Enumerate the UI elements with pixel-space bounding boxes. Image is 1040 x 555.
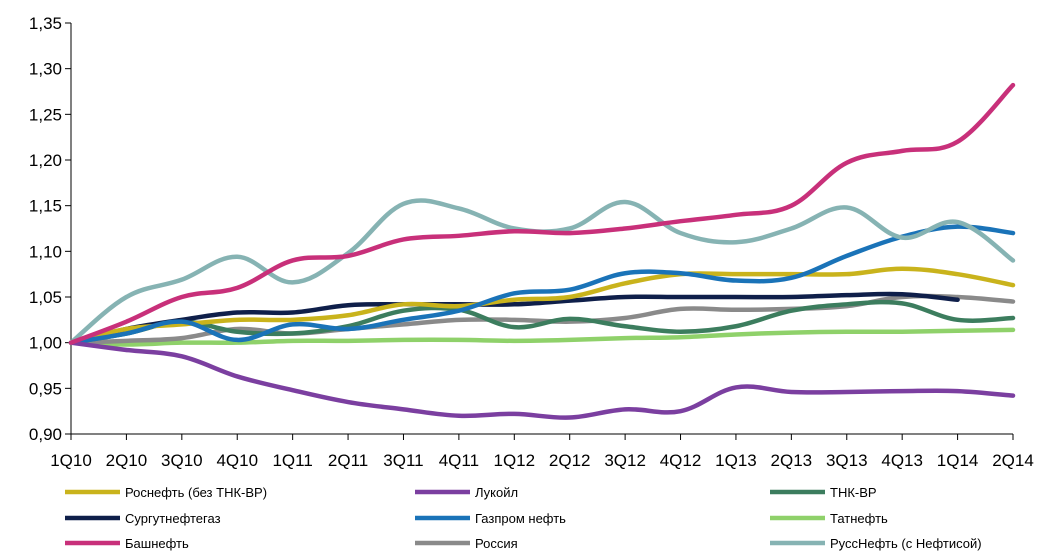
x-tick-label: 1Q12 [493, 451, 535, 470]
y-tick-label: 1,05 [29, 288, 62, 307]
legend-label: Россия [475, 536, 518, 551]
x-tick-label: 2Q13 [771, 451, 813, 470]
x-tick-label: 3Q10 [161, 451, 203, 470]
y-tick-label: 1,15 [29, 197, 62, 216]
y-tick-label: 1,25 [29, 105, 62, 124]
y-tick-label: 1,20 [29, 151, 62, 170]
legend-label: Газпром нефть [475, 511, 566, 526]
x-tick-label: 1Q10 [50, 451, 92, 470]
y-tick-label: 1,30 [29, 60, 62, 79]
series-line-6 [68, 82, 1016, 345]
legend-label: РуссНефть (с Нефтисой) [830, 536, 982, 551]
x-tick-label: 4Q12 [660, 451, 702, 470]
legend-label: ТНК-ВР [830, 485, 877, 500]
series-line-4 [68, 224, 1016, 345]
x-tick-label: 1Q13 [715, 451, 757, 470]
legend-label: Татнефть [830, 511, 888, 526]
series-lines [68, 82, 1016, 420]
x-tick-label: 3Q13 [826, 451, 868, 470]
series-line-0 [68, 266, 1016, 345]
legend-label: Роснефть (без ТНК-ВР) [125, 485, 267, 500]
legend-label: Лукойл [475, 485, 518, 500]
y-tick-label: 0,90 [29, 425, 62, 444]
x-tick-label: 1Q14 [937, 451, 979, 470]
x-tick-label: 2Q11 [328, 451, 368, 470]
series-line-5 [68, 327, 1016, 347]
y-tick-label: 0,95 [29, 379, 62, 398]
x-tick-label: 2Q12 [549, 451, 591, 470]
x-tick-label: 3Q12 [604, 451, 646, 470]
y-tick-label: 1,00 [29, 334, 62, 353]
y-tick-label: 1,35 [29, 14, 62, 33]
x-tick-label: 1Q11 [272, 451, 312, 470]
series-line-2 [68, 299, 1016, 345]
x-tick-label: 4Q11 [439, 451, 479, 470]
legend-label: Башнефть [125, 536, 189, 551]
x-tick-label: 2Q14 [992, 451, 1034, 470]
legend: Роснефть (без ТНК-ВР) Лукойл ТНК-ВР Сургутн… [65, 485, 982, 551]
x-tick-label: 4Q13 [881, 451, 923, 470]
x-tick-label: 4Q10 [216, 451, 258, 470]
legend-label: Сургутнефтегаз [125, 511, 221, 526]
y-tick-label: 1,10 [29, 242, 62, 261]
x-tick-label: 2Q10 [106, 451, 148, 470]
series-line-1 [68, 340, 1016, 420]
x-tick-label: 3Q11 [383, 451, 423, 470]
axes: 0,90 0,95 1,00 1,05 1,10 1,15 1,20 1,25 1,30 1,35… [29, 14, 1034, 470]
series-line-3 [68, 291, 960, 345]
